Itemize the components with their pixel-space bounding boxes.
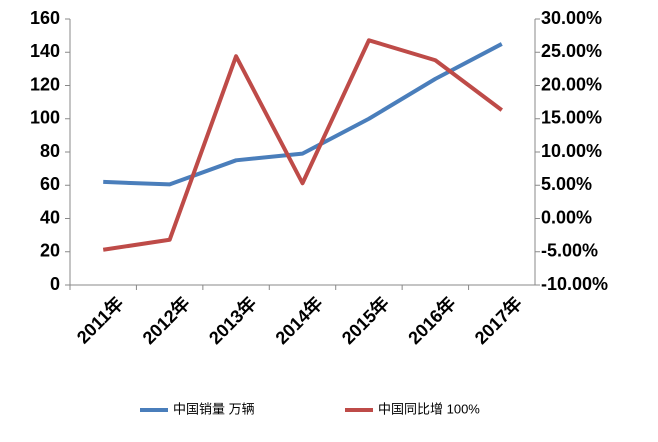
y-tick-label: 0 bbox=[50, 274, 60, 294]
y2-tick-label: 20.00% bbox=[541, 74, 602, 94]
y-tick-label: 20 bbox=[40, 241, 60, 261]
y-tick-label: 80 bbox=[40, 141, 60, 161]
series-line bbox=[102, 38, 503, 252]
y-tick-label: 60 bbox=[40, 174, 60, 194]
y-tick-label: 120 bbox=[30, 74, 60, 94]
y2-tick-label: 25.00% bbox=[541, 41, 602, 61]
x-tick-label: 2016年 bbox=[404, 292, 460, 348]
y2-tick-label: 30.00% bbox=[541, 8, 602, 28]
y2-tick-label: -10.00% bbox=[541, 274, 608, 294]
x-tick-label: 2015年 bbox=[337, 292, 393, 348]
x-tick-label: 2012年 bbox=[138, 292, 194, 348]
y2-tick-label: 10.00% bbox=[541, 141, 602, 161]
y-tick-label: 140 bbox=[30, 41, 60, 61]
y2-tick-label: 5.00% bbox=[541, 174, 592, 194]
legend-label: 中国销量 万辆 bbox=[173, 401, 255, 416]
y-tick-label: 160 bbox=[30, 8, 60, 28]
y-tick-label: 100 bbox=[30, 108, 60, 128]
y2-tick-label: -5.00% bbox=[541, 241, 598, 261]
x-tick-label: 2017年 bbox=[470, 292, 526, 348]
y2-tick-label: 15.00% bbox=[541, 108, 602, 128]
x-tick-label: 2011年 bbox=[72, 292, 127, 347]
series-line bbox=[103, 42, 503, 187]
y2-tick-label: 0.00% bbox=[541, 207, 592, 227]
x-tick-label: 2014年 bbox=[271, 292, 327, 348]
y-tick-label: 40 bbox=[40, 207, 60, 227]
x-tick-label: 2013年 bbox=[204, 292, 260, 348]
legend-label: 中国同比增 100% bbox=[378, 401, 480, 416]
